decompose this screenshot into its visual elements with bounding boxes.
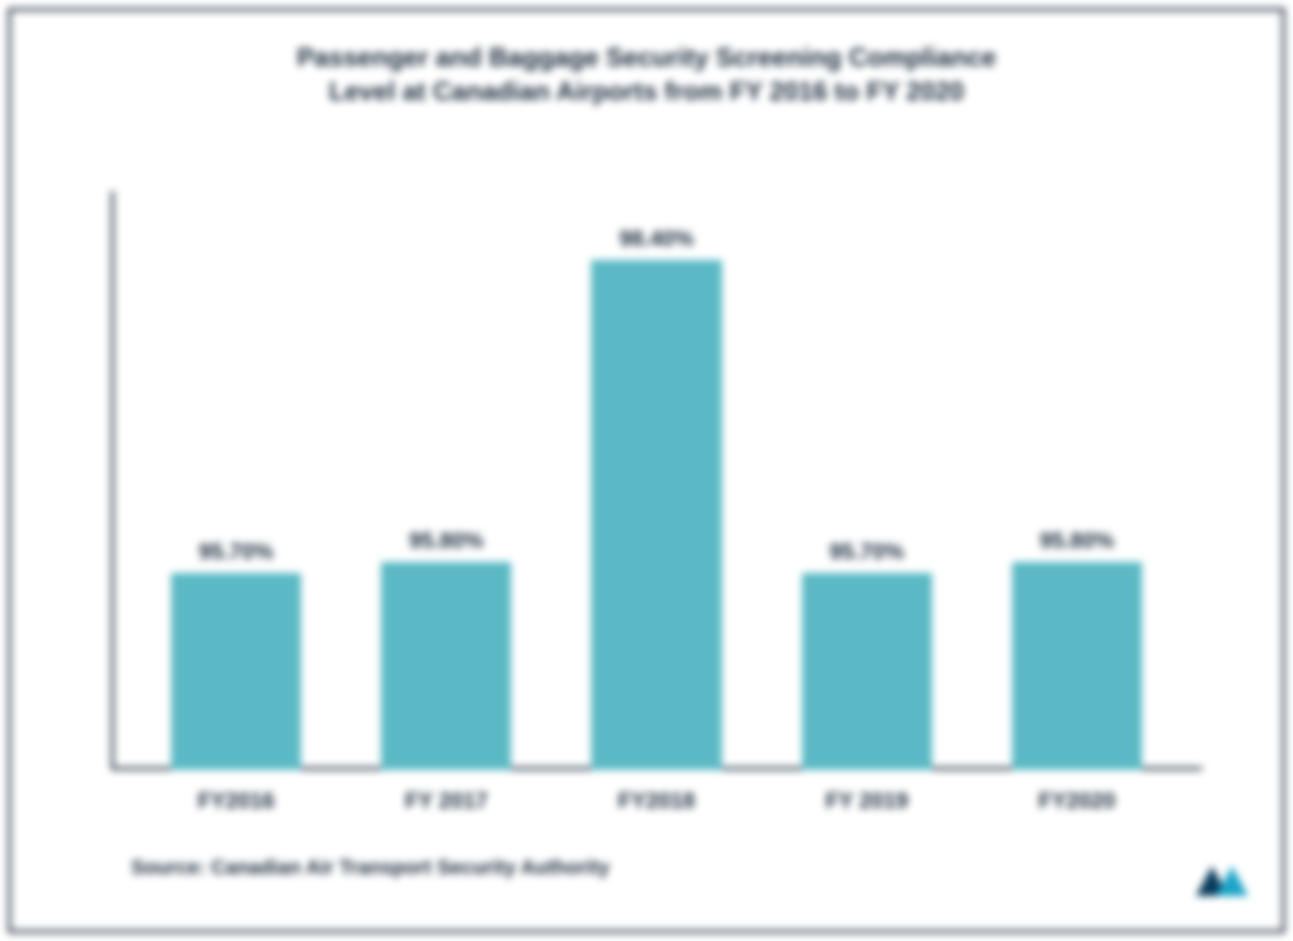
chart-title: Passenger and Baggage Security Screening… — [11, 11, 1282, 109]
bar-value-label: 95.80% — [409, 528, 484, 554]
chart-frame: Passenger and Baggage Security Screening… — [8, 8, 1285, 933]
bar — [591, 260, 721, 770]
chart-title-line2: Level at Canadian Airports from FY 2016 … — [91, 75, 1202, 109]
source-text: Source: Canadian Air Transport Security … — [131, 857, 610, 880]
logo-icon — [1190, 860, 1254, 902]
bar — [171, 573, 301, 770]
bar-slot: 95.70%FY2016 — [131, 191, 341, 770]
bar-slot: 98.40%FY2018 — [551, 191, 761, 770]
bar-category-label: FY2016 — [198, 788, 275, 814]
bar-value-label: 95.70% — [829, 539, 904, 565]
bar-category-label: FY 2017 — [405, 788, 488, 814]
bar-slot: 95.70%FY 2019 — [762, 191, 972, 770]
bar — [381, 562, 511, 770]
bar-value-label: 98.40% — [619, 226, 694, 252]
bars-container: 95.70%FY201695.80%FY 201798.40%FY201895.… — [111, 191, 1202, 770]
bar — [802, 573, 932, 770]
plot-area: 95.70%FY201695.80%FY 201798.40%FY201895.… — [111, 191, 1202, 770]
bar-slot: 95.80%FY2020 — [972, 191, 1182, 770]
bar-category-label: FY2020 — [1038, 788, 1115, 814]
bar-category-label: FY 2019 — [825, 788, 908, 814]
chart-title-line1: Passenger and Baggage Security Screening… — [91, 41, 1202, 75]
bar-slot: 95.80%FY 2017 — [341, 191, 551, 770]
bar-value-label: 95.80% — [1040, 528, 1115, 554]
bar-value-label: 95.70% — [199, 539, 274, 565]
bar-category-label: FY2018 — [618, 788, 695, 814]
bar — [1012, 562, 1142, 770]
